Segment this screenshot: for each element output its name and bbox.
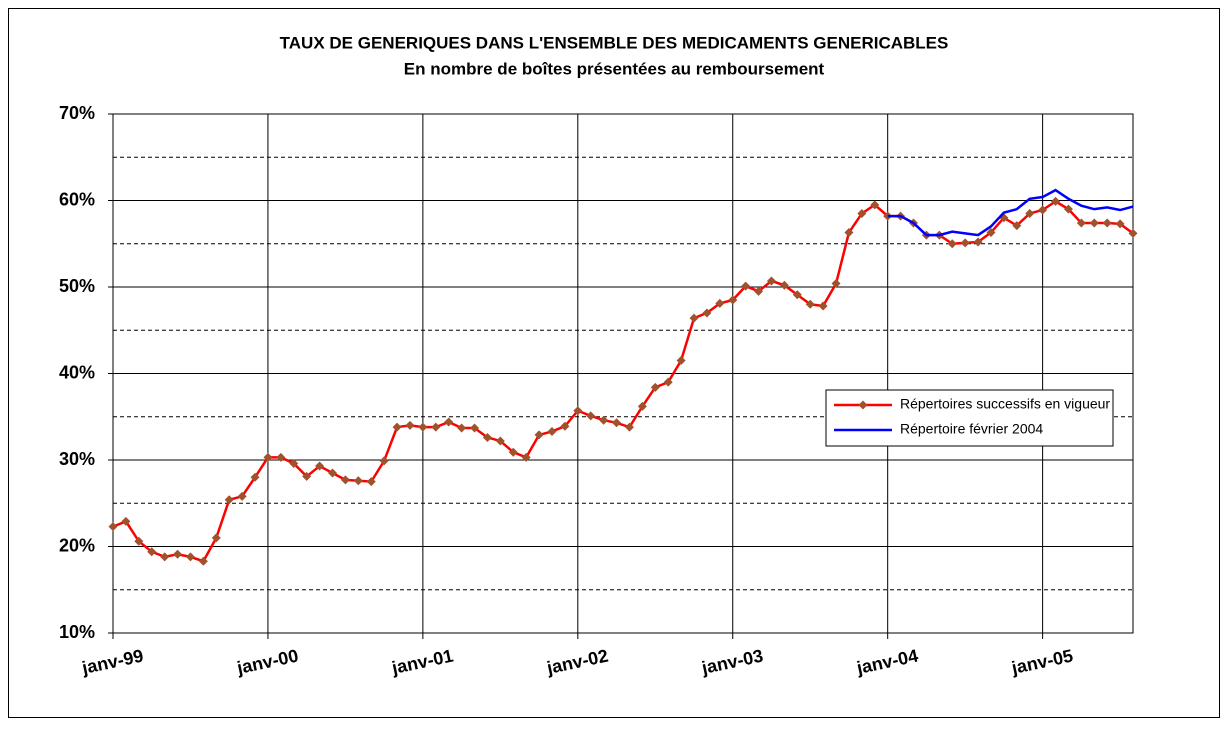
data-point bbox=[702, 308, 712, 318]
data-point bbox=[250, 472, 260, 482]
data-point bbox=[754, 286, 764, 296]
data-point bbox=[637, 401, 647, 411]
data-point bbox=[766, 276, 776, 286]
legend-box bbox=[825, 389, 1114, 447]
data-point bbox=[211, 533, 221, 543]
data-point bbox=[624, 422, 634, 432]
data-point bbox=[134, 536, 144, 546]
data-point bbox=[224, 495, 234, 505]
data-point bbox=[560, 421, 570, 431]
data-point bbox=[960, 238, 970, 248]
data-point bbox=[805, 299, 815, 309]
y-tick-label: 40% bbox=[59, 362, 95, 382]
data-point bbox=[147, 547, 157, 557]
data-point bbox=[986, 228, 996, 238]
data-point bbox=[612, 418, 622, 428]
data-point bbox=[1128, 228, 1138, 238]
y-tick-label: 20% bbox=[59, 535, 95, 555]
data-point bbox=[1076, 218, 1086, 228]
data-point bbox=[792, 290, 802, 300]
data-point bbox=[715, 298, 725, 308]
data-point bbox=[1051, 196, 1061, 206]
data-point bbox=[470, 423, 480, 433]
legend-label: Répertoires successifs en vigueur bbox=[900, 396, 1110, 412]
data-point bbox=[353, 476, 363, 486]
data-point bbox=[663, 377, 673, 387]
data-point bbox=[315, 461, 325, 471]
data-point bbox=[741, 281, 751, 291]
data-point bbox=[108, 522, 118, 532]
data-point bbox=[173, 549, 183, 559]
data-point bbox=[1102, 218, 1112, 228]
chart-title: TAUX DE GENERIQUES DANS L'ENSEMBLE DES M… bbox=[280, 33, 949, 52]
data-point bbox=[431, 422, 441, 432]
data-point bbox=[534, 430, 544, 440]
data-point bbox=[689, 313, 699, 323]
y-tick-label: 10% bbox=[59, 622, 95, 642]
data-point bbox=[366, 477, 376, 487]
data-point bbox=[1115, 219, 1125, 229]
data-point bbox=[818, 301, 828, 311]
data-point bbox=[1089, 218, 1099, 228]
data-point bbox=[1012, 221, 1022, 231]
data-point bbox=[547, 426, 557, 436]
data-point bbox=[870, 200, 880, 210]
data-point bbox=[444, 417, 454, 427]
y-tick-label: 50% bbox=[59, 276, 95, 296]
data-point bbox=[289, 458, 299, 468]
data-point bbox=[457, 423, 467, 433]
data-point bbox=[844, 228, 854, 238]
data-point bbox=[1063, 204, 1073, 214]
data-point bbox=[573, 406, 583, 416]
chart-subtitle: En nombre de boîtes présentées au rembou… bbox=[404, 59, 825, 78]
data-point bbox=[160, 552, 170, 562]
data-point bbox=[947, 239, 957, 249]
data-point bbox=[650, 382, 660, 392]
series-line bbox=[887, 188, 1134, 237]
data-point bbox=[1038, 205, 1048, 215]
data-point bbox=[405, 420, 415, 430]
y-tick-label: 70% bbox=[59, 103, 95, 123]
data-point bbox=[276, 452, 286, 462]
data-point bbox=[586, 411, 596, 421]
data-point bbox=[779, 280, 789, 290]
data-point bbox=[857, 208, 867, 218]
data-point bbox=[121, 516, 131, 526]
data-point bbox=[237, 491, 247, 501]
data-point bbox=[392, 422, 402, 432]
data-point bbox=[327, 468, 337, 478]
data-point bbox=[599, 415, 609, 425]
data-point bbox=[379, 456, 389, 466]
data-point bbox=[198, 556, 208, 566]
data-point bbox=[728, 295, 738, 305]
data-point bbox=[418, 422, 428, 432]
data-point bbox=[676, 356, 686, 366]
data-point bbox=[340, 475, 350, 485]
legend-marker bbox=[858, 400, 868, 410]
y-tick-label: 30% bbox=[59, 449, 95, 469]
data-point bbox=[1025, 208, 1035, 218]
data-point bbox=[831, 279, 841, 289]
data-point bbox=[185, 552, 195, 562]
legend-label: Répertoire février 2004 bbox=[900, 421, 1043, 437]
data-point bbox=[302, 471, 312, 481]
data-point bbox=[508, 447, 518, 457]
data-point bbox=[973, 237, 983, 247]
data-point bbox=[495, 436, 505, 446]
data-point bbox=[521, 452, 531, 462]
data-point bbox=[263, 452, 273, 462]
data-point bbox=[482, 433, 492, 443]
y-tick-label: 60% bbox=[59, 189, 95, 209]
